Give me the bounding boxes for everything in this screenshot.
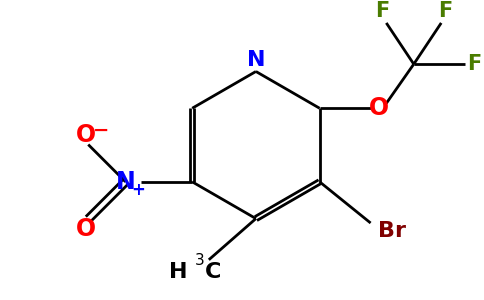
Text: H: H [169,262,187,282]
Text: F: F [438,1,452,21]
Text: −: − [93,121,109,140]
Text: 3: 3 [195,253,205,268]
Text: Br: Br [378,221,406,241]
Text: O: O [76,123,96,147]
Text: +: + [131,181,145,199]
Text: O: O [368,96,389,120]
Text: N: N [116,170,136,194]
Text: F: F [375,1,390,21]
Text: O: O [76,217,96,241]
Text: N: N [247,50,265,70]
Text: F: F [468,54,482,74]
Text: C: C [205,262,221,282]
